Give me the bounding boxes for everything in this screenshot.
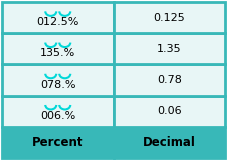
Bar [2, 96, 114, 127]
Text: 0.78: 0.78 [157, 75, 182, 85]
Bar [114, 2, 225, 33]
Bar [114, 64, 225, 96]
Text: 0.125: 0.125 [153, 13, 185, 23]
Text: 135.%: 135.% [40, 48, 75, 58]
Text: 012.5%: 012.5% [37, 17, 79, 27]
Text: 078.%: 078.% [40, 80, 76, 90]
Text: 1.35: 1.35 [157, 44, 182, 54]
Text: 0.06: 0.06 [157, 106, 182, 116]
Text: Decimal: Decimal [143, 136, 196, 149]
Bar [2, 33, 114, 64]
Text: Percent: Percent [32, 136, 84, 149]
Bar [2, 127, 114, 158]
Text: 006.%: 006.% [40, 111, 75, 121]
Bar [114, 96, 225, 127]
Bar [114, 127, 225, 158]
Bar [2, 64, 114, 96]
Bar [2, 2, 114, 33]
Bar [114, 33, 225, 64]
